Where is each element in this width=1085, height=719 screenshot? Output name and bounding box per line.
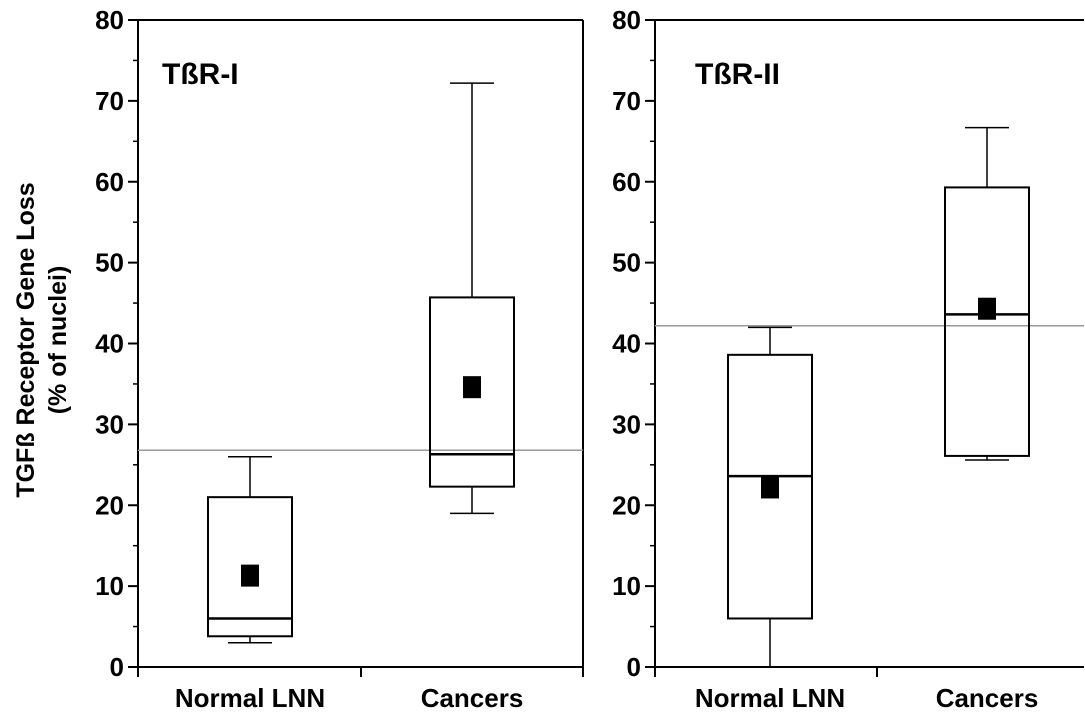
y-tick-label: 40 <box>612 329 641 359</box>
y-axis-title-line2: (% of nuclei) <box>44 266 72 415</box>
y-tick-label: 60 <box>612 167 641 197</box>
mean-marker <box>463 376 481 399</box>
y-tick-label: 10 <box>95 571 124 601</box>
box-iqr <box>207 496 293 638</box>
box-1 <box>727 326 813 668</box>
y-tick-label: 70 <box>95 86 124 116</box>
y-tick-label: 10 <box>612 571 641 601</box>
y-axis-title: TGFß Receptor Gene Loss (% of nuclei) <box>12 182 72 497</box>
mean-marker <box>241 564 259 587</box>
box-1 <box>207 455 293 644</box>
y-tick-label: 30 <box>95 409 124 439</box>
y-tick-label: 30 <box>612 409 641 439</box>
box-iqr <box>944 186 1030 457</box>
y-tick-label: 50 <box>612 248 641 278</box>
y-tick-label: 70 <box>612 86 641 116</box>
box-iqr <box>727 353 813 620</box>
panel-title: TßR-II <box>695 58 780 91</box>
y-tick-label: 0 <box>110 652 124 682</box>
x-tick-label: Normal LNN <box>695 683 845 713</box>
panel-title: TßR-I <box>162 58 239 91</box>
y-tick-label: 20 <box>95 490 124 520</box>
box-2 <box>429 82 515 515</box>
y-tick-label: 80 <box>95 5 124 35</box>
x-tick-label: Cancers <box>936 683 1039 713</box>
y-tick-label: 40 <box>95 329 124 359</box>
mean-marker <box>761 476 779 499</box>
box-iqr <box>429 296 515 488</box>
x-tick-label: Cancers <box>421 683 524 713</box>
x-tick-label: Normal LNN <box>175 683 325 713</box>
panel-1: 0 10 20 30 40 50 60 70 80 Normal LNN Cancers TßR-I <box>95 5 584 713</box>
y-tick-label: 50 <box>95 248 124 278</box>
mean-marker <box>978 297 996 320</box>
y-tick-label: 60 <box>95 167 124 197</box>
y-tick-label: 80 <box>612 5 641 35</box>
box-2 <box>944 126 1030 461</box>
panel-2: 0 10 20 30 40 50 60 70 80 Normal LNN Cancers TßR-II <box>612 5 1084 713</box>
y-axis-title-line1: TGFß Receptor Gene Loss <box>12 182 40 497</box>
y-tick-label: 0 <box>627 652 641 682</box>
y-tick-label: 20 <box>612 490 641 520</box>
